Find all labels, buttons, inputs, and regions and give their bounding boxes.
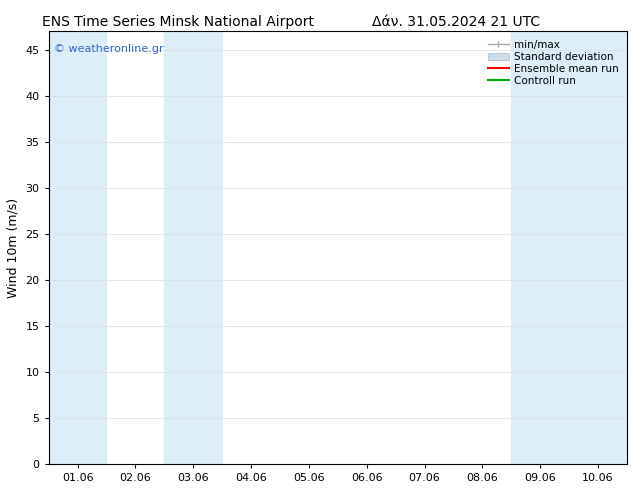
Bar [512, 31, 569, 464]
Bar [164, 31, 222, 464]
Bar [49, 31, 107, 464]
Text: Δάν. 31.05.2024 21 UTC: Δάν. 31.05.2024 21 UTC [372, 15, 541, 29]
Text: ENS Time Series Minsk National Airport: ENS Time Series Minsk National Airport [41, 15, 314, 29]
Legend: min/max, Standard deviation, Ensemble mean run, Controll run: min/max, Standard deviation, Ensemble me… [485, 37, 622, 89]
Bar [569, 31, 627, 464]
Y-axis label: Wind 10m (m/s): Wind 10m (m/s) [7, 197, 20, 298]
Text: © weatheronline.gr: © weatheronline.gr [55, 45, 164, 54]
